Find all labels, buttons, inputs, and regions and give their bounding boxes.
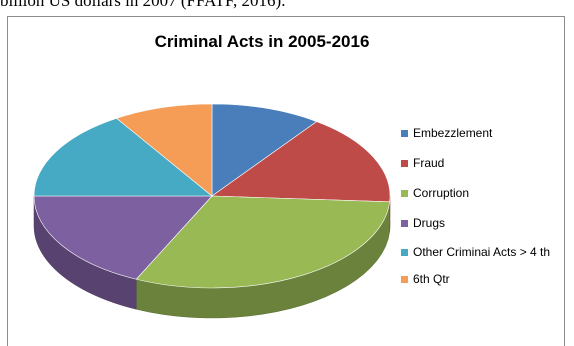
legend-item: Drugs xyxy=(401,216,563,231)
pie-slice xyxy=(33,117,213,197)
pie-slice xyxy=(135,195,390,289)
legend-swatch xyxy=(401,190,408,197)
legend-swatch xyxy=(401,160,408,167)
pie-slice xyxy=(211,121,391,203)
legend-swatch xyxy=(401,276,408,283)
legend-swatch xyxy=(401,249,408,256)
legend-item: Embezzlement xyxy=(401,126,563,141)
legend-swatch xyxy=(401,220,408,227)
legend-label: Drugs xyxy=(413,216,446,230)
pie-slice xyxy=(116,103,213,197)
legend-item: Other Criminai Acts > 4 th xyxy=(401,245,563,260)
document-text-above: billion US dollars in 2007 (FFATF, 2016)… xyxy=(0,0,286,10)
pie-slice xyxy=(211,103,318,197)
legend-label: Fraud xyxy=(413,156,445,170)
pie-slice xyxy=(33,195,213,280)
chart-title: Criminal Acts in 2005-2016 xyxy=(154,32,370,51)
legend-item: Corruption xyxy=(401,186,563,201)
legend-label: Embezzlement xyxy=(413,126,493,140)
legend-label: 6th Qtr xyxy=(413,272,450,286)
legend-item: Fraud xyxy=(401,156,563,171)
legend-label: Corruption xyxy=(413,186,470,200)
legend-label: Other Criminai Acts > 4 th xyxy=(413,245,551,259)
legend-swatch xyxy=(401,130,408,137)
legend-item: 6th Qtr xyxy=(401,272,563,287)
